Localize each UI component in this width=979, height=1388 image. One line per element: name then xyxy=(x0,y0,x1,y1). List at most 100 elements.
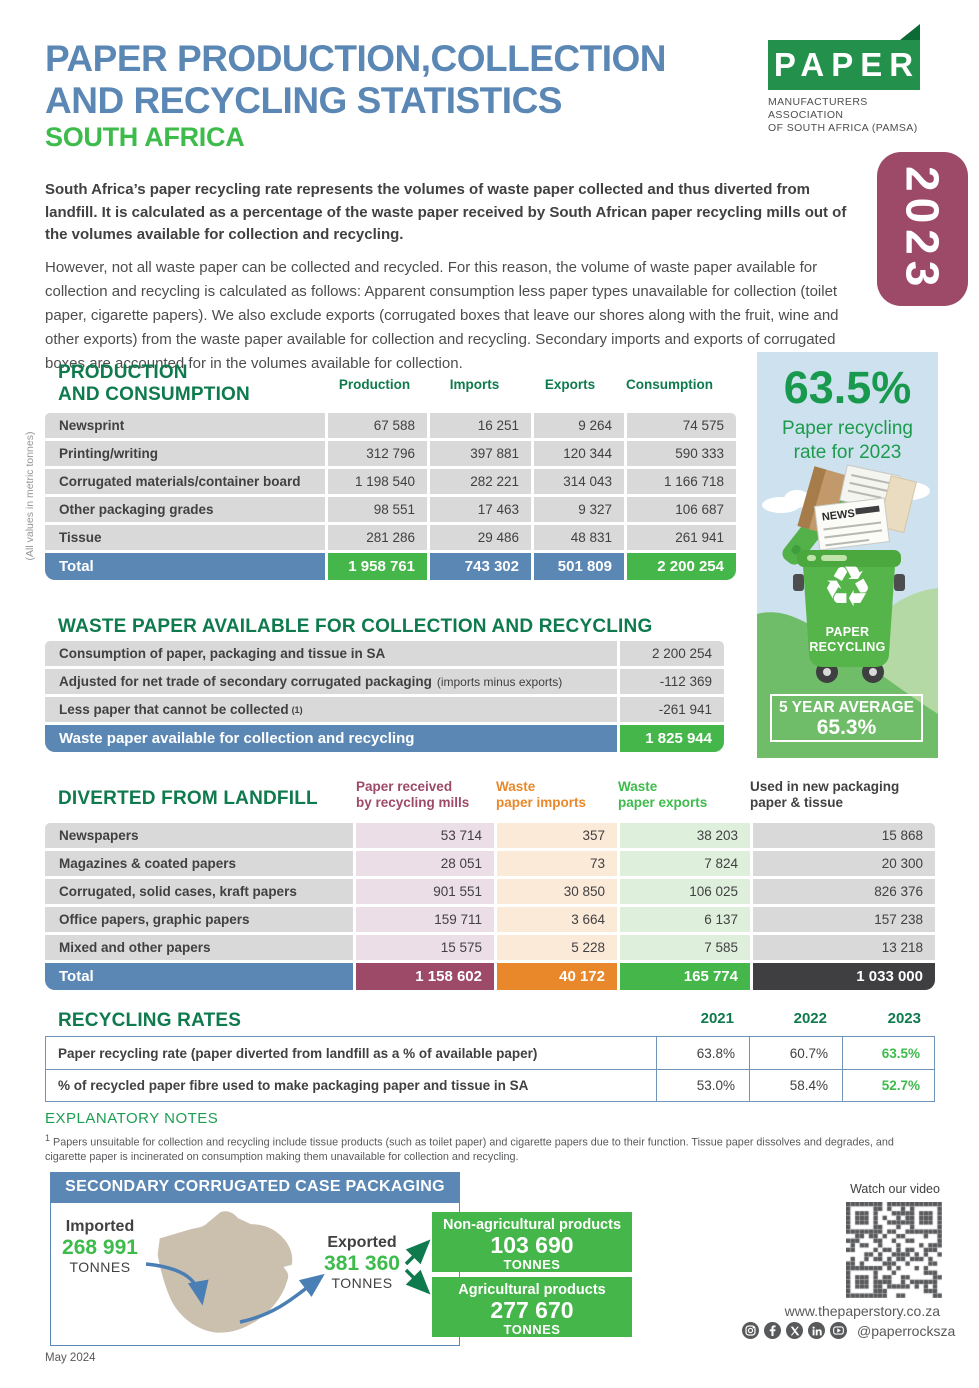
website-link[interactable]: www.thepaperstory.co.za xyxy=(784,1303,940,1319)
cell: 53 714 xyxy=(356,823,494,848)
waste-paper-table: Consumption of paper, packaging and tiss… xyxy=(45,641,724,752)
cell: 63.5% xyxy=(842,1037,934,1069)
imported-value: 268 991 xyxy=(62,1236,138,1259)
cell: 261 941 xyxy=(627,525,736,550)
agricultural-box: Agricultural products 277 670 TONNES xyxy=(432,1277,632,1337)
instagram-icon[interactable] xyxy=(742,1322,759,1339)
row-label-text: Adjusted for net trade of secondary corr… xyxy=(59,674,432,689)
col-header-line: paper exports xyxy=(618,795,708,810)
social-handle[interactable]: @paperrocksza xyxy=(857,1322,956,1339)
cell: 1 198 540 xyxy=(328,469,427,494)
average-value: 65.3% xyxy=(816,716,877,739)
cell: -112 369 xyxy=(620,669,724,694)
cell: 397 881 xyxy=(430,441,531,466)
diverted-section-title: DIVERTED FROM LANDFILL xyxy=(58,788,318,809)
notes-body: Papers unsuitable for collection and rec… xyxy=(45,1136,894,1164)
facebook-icon[interactable] xyxy=(764,1322,781,1339)
total-cell: 2 200 254 xyxy=(627,553,736,580)
cell: 53.0% xyxy=(656,1069,749,1101)
recycling-rate-panel: NEWS 63.5% Paper recycling rate for 2023… xyxy=(757,352,938,758)
page-title: PAPER PRODUCTION,COLLECTION AND RECYCLIN… xyxy=(45,38,667,122)
pamsa-logo: PAPER MANUFACTURERS ASSOCIATION OF SOUTH… xyxy=(768,24,928,135)
newspaper-title: NEWS xyxy=(821,508,855,524)
production-title-line1: PRODUCTION xyxy=(58,362,188,383)
x-icon[interactable] xyxy=(786,1322,803,1339)
logo-wordmark: PAPER xyxy=(773,46,921,83)
cell: 58.4% xyxy=(749,1069,842,1101)
exported-figure: Exported 381 360 TONNES xyxy=(312,1234,412,1291)
total-cell: 40 172 xyxy=(497,963,617,990)
cell: 282 221 xyxy=(430,469,531,494)
row-label: Paper recycling rate (paper diverted fro… xyxy=(58,1045,538,1061)
total-row-label: Total xyxy=(45,553,325,580)
logo-subtitle: MANUFACTURERS ASSOCIATION OF SOUTH AFRIC… xyxy=(768,96,928,135)
cell: 826 376 xyxy=(753,879,935,904)
col-header-received: Paper received by recycling mills xyxy=(356,779,498,811)
five-year-average-box: 5 YEAR AVERAGE 65.3% xyxy=(770,694,923,742)
linkedin-icon[interactable] xyxy=(808,1322,825,1339)
paper-logo-icon: PAPER xyxy=(768,24,921,90)
exported-value: 381 360 xyxy=(324,1252,400,1275)
non-agricultural-box: Non-agricultural products 103 690 TONNES xyxy=(432,1212,632,1272)
year-badge: 2023 xyxy=(877,152,968,306)
row-label-text: Less paper that cannot be collected xyxy=(59,702,289,717)
cell: 106 687 xyxy=(627,497,736,522)
row-label: Consumption of paper, packaging and tiss… xyxy=(45,641,617,666)
cell: 20 300 xyxy=(753,851,935,876)
box-label: Non-agricultural products xyxy=(442,1217,622,1233)
cell: 52.7% xyxy=(842,1069,934,1101)
cell: 159 711 xyxy=(356,907,494,932)
units-note: (All values in metric tonnes) xyxy=(24,431,36,561)
box-unit: TONNES xyxy=(503,1257,561,1272)
cell: 38 203 xyxy=(620,823,750,848)
cell: 312 796 xyxy=(328,441,427,466)
total-row-label: Waste paper available for collection and… xyxy=(45,725,617,752)
row-label-text: Consumption of paper, packaging and tiss… xyxy=(59,646,386,661)
col-header-line: Waste xyxy=(496,779,536,794)
col-header-line: by recycling mills xyxy=(356,795,470,810)
row-label: Magazines & coated papers xyxy=(45,851,353,876)
notes-title: EXPLANATORY NOTES xyxy=(45,1110,219,1127)
year-header-2023: 2023 xyxy=(887,1010,921,1027)
col-header-imports: Imports xyxy=(449,377,500,392)
bin-label-line2: RECYCLING xyxy=(809,640,886,654)
recycling-bin-illustration: NEWS xyxy=(757,464,938,758)
box-value: 103 690 xyxy=(490,1232,574,1258)
row-label: Mixed and other papers xyxy=(45,935,353,960)
page-subtitle: SOUTH AFRICA xyxy=(45,122,245,152)
col-header-line: Used in new packaging xyxy=(750,779,900,794)
cell: 9 264 xyxy=(534,413,624,438)
cell: 63.8% xyxy=(656,1037,749,1069)
exported-unit: TONNES xyxy=(331,1275,393,1291)
total-cell: 1 033 000 xyxy=(753,963,935,990)
footnote-marker: (1) xyxy=(291,704,303,715)
row-label: Corrugated materials/container board xyxy=(45,469,325,494)
row-label: % of recycled paper fibre used to make p… xyxy=(46,1069,656,1101)
cell: -261 941 xyxy=(620,697,724,722)
recycling-rate-value: 63.5% xyxy=(783,362,912,413)
cell: 357 xyxy=(497,823,617,848)
page-title-line2: AND RECYCLING STATISTICS xyxy=(45,80,562,121)
row-label: Less paper that cannot be collected (1) xyxy=(45,697,617,722)
col-header-consumption: Consumption xyxy=(626,377,713,392)
cell: 29 486 xyxy=(430,525,531,550)
box-value: 277 670 xyxy=(490,1297,574,1323)
cell: 157 238 xyxy=(753,907,935,932)
logo-subtitle-line2: OF SOUTH AFRICA (PAMSA) xyxy=(768,122,918,134)
col-header-line: paper & tissue xyxy=(750,795,844,810)
production-section-title: PRODUCTION AND CONSUMPTION xyxy=(58,362,250,406)
cell: 15 868 xyxy=(753,823,935,848)
cell: 7 824 xyxy=(620,851,750,876)
youtube-icon[interactable] xyxy=(830,1322,847,1339)
cell: 314 043 xyxy=(534,469,624,494)
cell: 106 025 xyxy=(620,879,750,904)
total-cell: 165 774 xyxy=(620,963,750,990)
cell: 98 551 xyxy=(328,497,427,522)
publication-date: May 2024 xyxy=(45,1352,96,1364)
row-label: Other packaging grades xyxy=(45,497,325,522)
row-label: Newsprint xyxy=(45,413,325,438)
cell: 590 333 xyxy=(627,441,736,466)
logo-subtitle-line1: MANUFACTURERS ASSOCIATION xyxy=(768,96,868,121)
bin-label: PAPER RECYCLING xyxy=(757,625,938,655)
